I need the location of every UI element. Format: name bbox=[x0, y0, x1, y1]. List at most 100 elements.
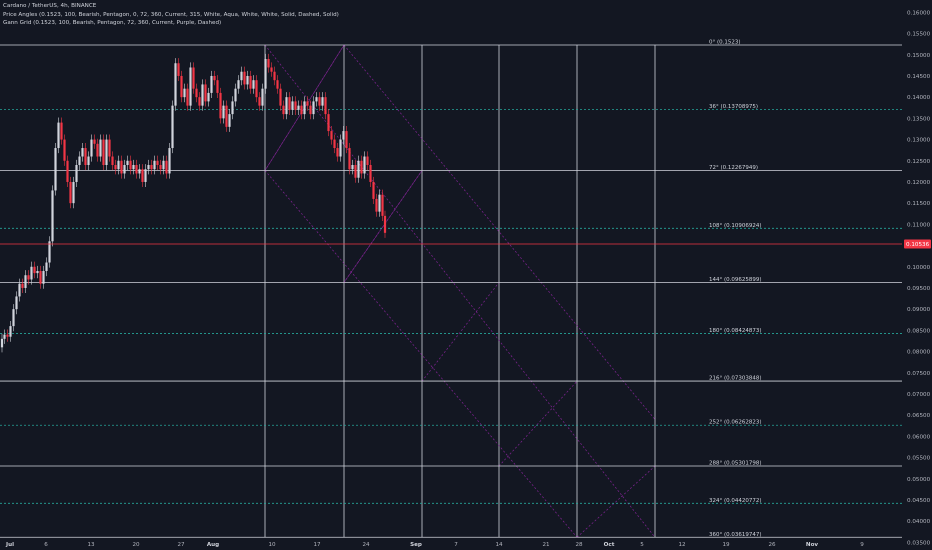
candle-body bbox=[300, 105, 303, 115]
candle-body bbox=[69, 181, 72, 204]
candle-body bbox=[360, 160, 363, 174]
gann-diagonal bbox=[498, 381, 578, 467]
candle-body bbox=[255, 80, 258, 98]
candle-body bbox=[303, 101, 306, 115]
y-tick-label: 0.05000 bbox=[907, 477, 931, 483]
candle-body bbox=[189, 67, 192, 106]
candle-body bbox=[3, 334, 6, 339]
candle-body bbox=[138, 169, 141, 174]
candle-body bbox=[381, 194, 384, 216]
y-tick-label: 0.10000 bbox=[907, 265, 931, 271]
current-price-tag-bg bbox=[904, 239, 931, 249]
y-tick-label: 0.13500 bbox=[907, 116, 931, 122]
candle-body bbox=[126, 160, 129, 165]
y-tick-label: 0.15000 bbox=[907, 53, 931, 59]
candle-body bbox=[108, 139, 111, 157]
x-tick-label: 27 bbox=[177, 542, 185, 548]
candle-body bbox=[15, 296, 18, 310]
candle-body bbox=[141, 169, 144, 182]
candle-body bbox=[357, 160, 360, 178]
x-tick-label: 24 bbox=[362, 542, 370, 548]
candle-body bbox=[180, 75, 183, 98]
x-tick-label: 14 bbox=[495, 542, 503, 548]
x-tick-label: 20 bbox=[132, 542, 140, 548]
indicator-price-angles[interactable]: Price Angles (0.1523, 100, Bearish, Pent… bbox=[3, 11, 339, 18]
candle-body bbox=[12, 309, 15, 327]
candle-body bbox=[33, 266, 36, 274]
candle-body bbox=[228, 114, 231, 127]
chart-legend: Cardano / TetherUS, 4h, BINANCE Price An… bbox=[3, 2, 339, 28]
gann-diagonal bbox=[264, 44, 345, 171]
candle-body bbox=[264, 59, 267, 89]
candle-body bbox=[270, 67, 273, 72]
time-axis[interactable]: Jul 6 13 20 27 Aug 10 17 24 Sep 7 14 21 28 Oct 5 12 19 26 N… bbox=[5, 542, 864, 548]
candle-body bbox=[168, 148, 171, 174]
level-label: 324° (0.04420772) bbox=[709, 498, 762, 504]
candle-body bbox=[375, 198, 378, 212]
current-price-tag: 0.10536 bbox=[904, 239, 931, 249]
candle-body bbox=[315, 97, 318, 102]
price-axis[interactable]: 0.16000 0.15500 0.15000 0.14500 0.14000 0.135… bbox=[907, 10, 931, 546]
candle-body bbox=[81, 148, 84, 157]
candle-body bbox=[339, 139, 342, 157]
candle-body bbox=[186, 88, 189, 106]
level-label: 72° (0.12267949) bbox=[709, 165, 758, 171]
candle-body bbox=[39, 271, 42, 284]
candle-body bbox=[336, 148, 339, 157]
candle-body bbox=[129, 160, 132, 170]
candle-body bbox=[177, 63, 180, 76]
candle-body bbox=[87, 156, 90, 165]
candle-body bbox=[93, 139, 96, 144]
candle-body bbox=[294, 101, 297, 110]
gann-diagonal bbox=[343, 44, 656, 420]
candlestick-series bbox=[0, 53, 387, 353]
x-tick-label: Nov bbox=[806, 542, 819, 548]
indicator-gann-grid[interactable]: Gann Grid (0.1523, 100, Bearish, Pentago… bbox=[3, 20, 222, 26]
candle-body bbox=[30, 266, 33, 280]
x-tick-label: 6 bbox=[44, 542, 48, 548]
candle-body bbox=[90, 139, 93, 157]
candle-body bbox=[114, 165, 117, 170]
gann-diagonal bbox=[264, 44, 656, 538]
candle-body bbox=[237, 80, 240, 89]
candle-body bbox=[156, 160, 159, 165]
candle-body bbox=[306, 101, 309, 106]
candle-body bbox=[234, 88, 237, 102]
level-label: 108° (0.10906924) bbox=[709, 223, 762, 229]
candle-body bbox=[60, 122, 63, 140]
candle-body bbox=[351, 165, 354, 170]
level-label: 180° (0.08424873) bbox=[709, 328, 762, 334]
y-tick-label: 0.08000 bbox=[907, 350, 931, 356]
x-tick-label: Aug bbox=[207, 542, 219, 548]
y-tick-label: 0.11500 bbox=[907, 201, 931, 207]
y-tick-label: 0.08500 bbox=[907, 328, 931, 334]
candle-body bbox=[21, 283, 24, 288]
candle-body bbox=[198, 97, 201, 106]
candle-body bbox=[219, 92, 222, 119]
candle-body bbox=[57, 122, 60, 149]
candle-body bbox=[210, 75, 213, 93]
candle-body bbox=[18, 283, 21, 297]
candle-body bbox=[312, 101, 315, 115]
candle-body bbox=[213, 75, 216, 81]
x-tick-label: 19 bbox=[722, 542, 730, 548]
y-tick-label: 0.04500 bbox=[907, 498, 931, 504]
x-tick-label: 28 bbox=[575, 542, 583, 548]
x-tick-label: 9 bbox=[860, 542, 864, 548]
candle-body bbox=[78, 156, 81, 165]
symbol-title[interactable]: Cardano / TetherUS, 4h, BINANCE bbox=[3, 3, 97, 9]
candle-body bbox=[102, 139, 105, 165]
y-tick-label: 0.15500 bbox=[907, 32, 931, 38]
candle-body bbox=[363, 156, 366, 174]
candle-body bbox=[63, 139, 66, 161]
x-tick-label: Oct bbox=[604, 542, 615, 548]
candle-body bbox=[369, 165, 372, 182]
y-tick-label: 0.07500 bbox=[907, 371, 931, 377]
gann-diagonal bbox=[421, 282, 500, 382]
y-tick-label: 0.12500 bbox=[907, 159, 931, 165]
candle-body bbox=[36, 271, 39, 274]
candle-body bbox=[150, 165, 153, 170]
candle-body bbox=[120, 160, 123, 174]
candle-body bbox=[75, 165, 78, 182]
